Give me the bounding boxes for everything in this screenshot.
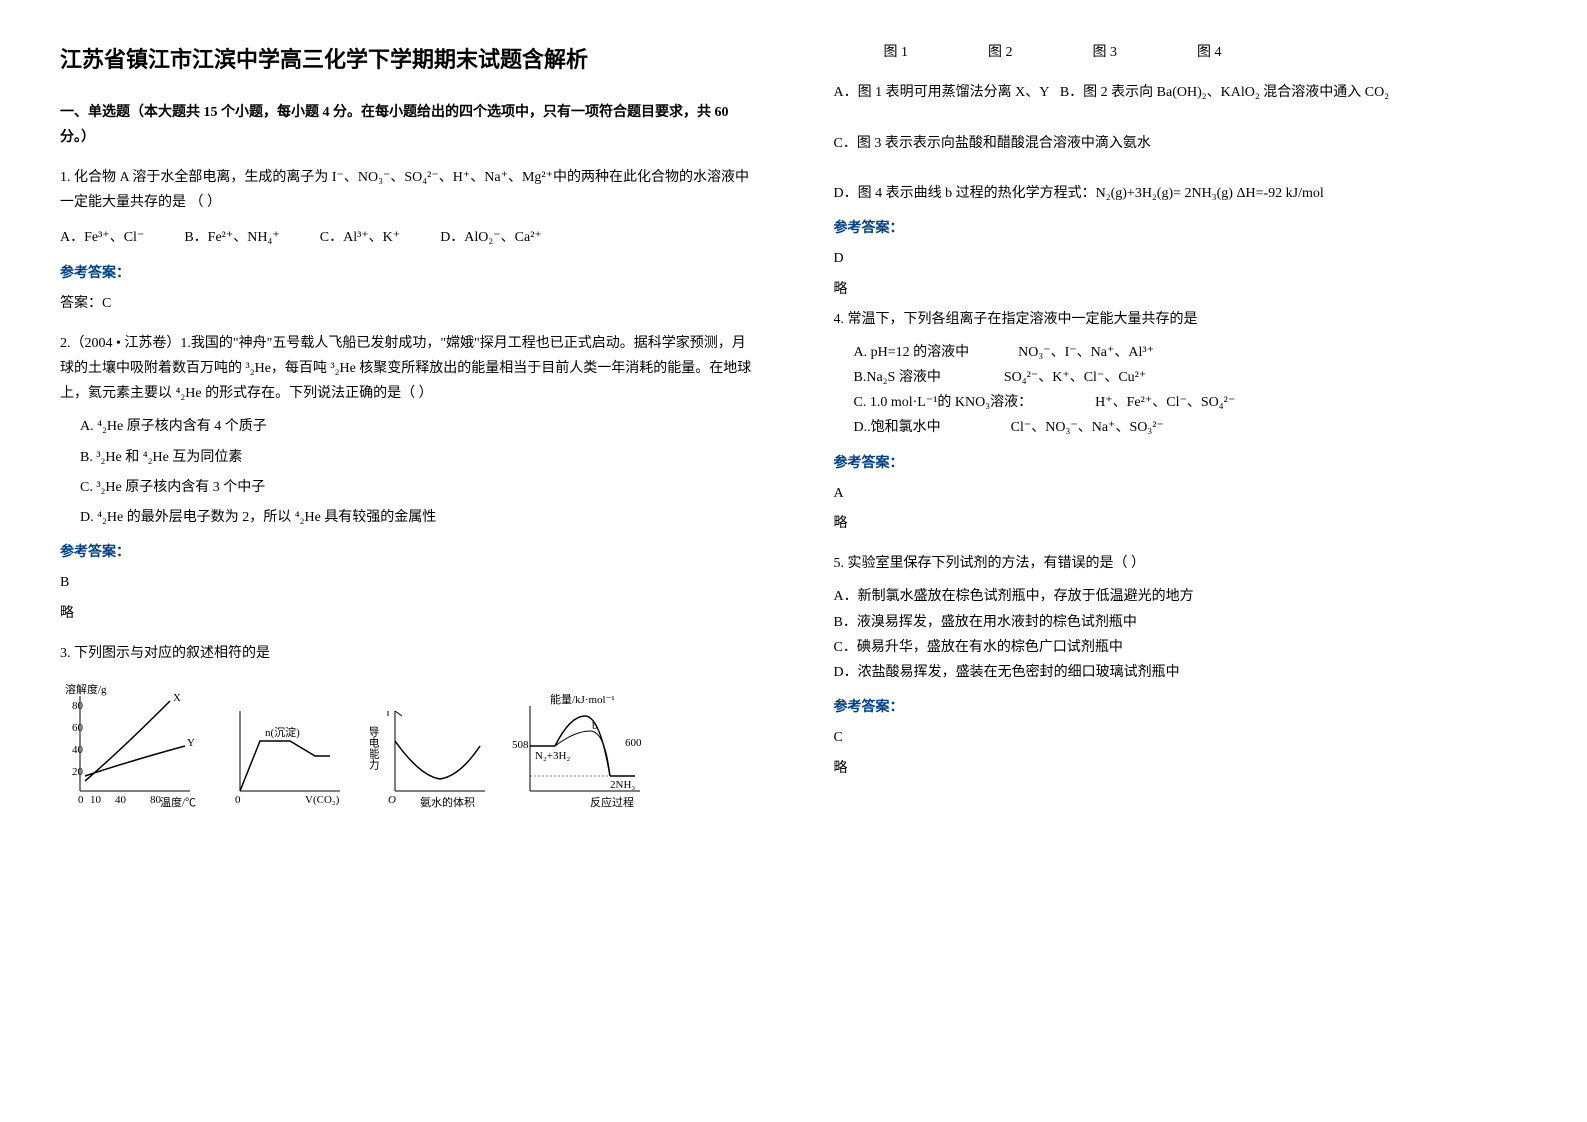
svg-text:40: 40 (115, 794, 127, 806)
svg-text:Y: Y (187, 737, 195, 749)
svg-text:氨水的体积: 氨水的体积 (420, 795, 475, 809)
q3-answer: D (834, 246, 1528, 271)
question-1: 1. 化合物 A 溶于水全部电离，生成的离子为 I⁻、NO₃⁻、SO₄²⁻、H⁺… (60, 165, 754, 316)
svg-text:0: 0 (78, 794, 84, 806)
fig4-label: 图 4 (1197, 40, 1222, 65)
svg-text:80: 80 (72, 700, 84, 712)
svg-text:反应过程: 反应过程 (590, 795, 634, 809)
diagram-1: 溶解度/g 80 60 40 20 X Y 0 10 40 80 温度/℃ (60, 681, 200, 811)
q1-options: A．Fe³⁺、Cl⁻ B．Fe²⁺、NH₄⁺ C．Al³⁺、K⁺ D．AlO₂⁻… (60, 225, 754, 250)
q1-answer-label: 参考答案： (60, 261, 754, 286)
q2-opt-c: C. ³₂He 原子核内含有 3 个中子 (80, 475, 754, 500)
svg-text:10: 10 (90, 794, 102, 806)
q2-text: 2.（2004 • 江苏卷）1.我国的"神舟"五号载人飞船已发射成功，"嫦娥"探… (60, 331, 754, 407)
svg-text:600: 600 (625, 737, 642, 749)
diagram-3: 导电能力 O 氨水的体积 (370, 701, 490, 811)
svg-text:b: b (592, 720, 598, 732)
q5-opt-a: A．新制氯水盛放在棕色试剂瓶中，存放于低温避光的地方 (834, 584, 1528, 609)
svg-text:508: 508 (512, 739, 529, 751)
q5-opt-d: D．浓盐酸易挥发，盛装在无色密封的细口玻璃试剂瓶中 (834, 660, 1528, 685)
q1-text: 1. 化合物 A 溶于水全部电离，生成的离子为 I⁻、NO₃⁻、SO₄²⁻、H⁺… (60, 165, 754, 215)
q5-opt-c: C．碘易升华，盛放在有水的棕色广口试剂瓶中 (834, 635, 1528, 660)
svg-text:导电能力: 导电能力 (370, 726, 380, 770)
q1-opt-d: D．AlO₂⁻、Ca²⁺ (440, 225, 542, 250)
q1-opt-c: C．Al³⁺、K⁺ (320, 225, 400, 250)
q5-note: 略 (834, 756, 1528, 781)
fig1-label: 图 1 (884, 40, 909, 65)
svg-text:2NH₃: 2NH₃ (610, 779, 635, 791)
fig2-label: 图 2 (988, 40, 1013, 65)
q4-opt-c: C. 1.0 mol·L⁻¹的 KNO₃溶液： H⁺、Fe²⁺、Cl⁻、SO₄²… (854, 390, 1528, 415)
question-3: 3. 下列图示与对应的叙述相符的是 溶解度/g 80 60 40 20 X Y … (60, 641, 754, 811)
question-2: 2.（2004 • 江苏卷）1.我国的"神舟"五号载人飞船已发射成功，"嫦娥"探… (60, 331, 754, 626)
page-title: 江苏省镇江市江滨中学高三化学下学期期末试题含解析 (60, 40, 754, 80)
q3-answer-label: 参考答案： (834, 216, 1528, 241)
q4-opt-b: B.Na₂S 溶液中 SO₄²⁻、K⁺、Cl⁻、Cu²⁺ (854, 365, 1528, 390)
q4-answer: A (834, 481, 1528, 506)
q4-opt-a: A. pH=12 的溶液中 NO₃⁻、I⁻、Na⁺、Al³⁺ (854, 340, 1528, 365)
q2-answer: B (60, 570, 754, 595)
q5-text: 5. 实验室里保存下列试剂的方法，有错误的是（ ） (834, 551, 1528, 576)
diagram-4: 能量/kJ·mol⁻¹ 508 600 b N₂+3H₂ 2NH₃ 反应过程 (510, 691, 650, 811)
svg-text:n(沉淀): n(沉淀) (265, 725, 300, 739)
svg-text:X: X (173, 692, 181, 704)
q2-opt-d: D. ⁴₂He 的最外层电子数为 2，所以 ⁴₂He 具有较强的金属性 (80, 505, 754, 530)
q3-opt-c: C．图 3 表示表示向盐酸和醋酸混合溶液中滴入氨水 (834, 131, 1528, 156)
q4-answer-label: 参考答案： (834, 451, 1528, 476)
question-4: 4. 常温下，下列各组离子在指定溶液中一定能大量共存的是 A. pH=12 的溶… (834, 307, 1528, 537)
svg-text:O: O (388, 794, 396, 806)
left-column: 江苏省镇江市江滨中学高三化学下学期期末试题含解析 一、单选题（本大题共 15 个… (60, 40, 754, 826)
svg-text:V(CO₂): V(CO₂) (305, 794, 340, 806)
figure-labels: 图 1 图 2 图 3 图 4 (834, 40, 1528, 65)
q5-answer-label: 参考答案： (834, 695, 1528, 720)
q3-text: 3. 下列图示与对应的叙述相符的是 (60, 641, 754, 666)
q1-opt-a: A．Fe³⁺、Cl⁻ (60, 225, 144, 250)
svg-text:20: 20 (72, 766, 84, 778)
q5-answer: C (834, 725, 1528, 750)
q2-opt-b: B. ³₂He 和 ⁴₂He 互为同位素 (80, 445, 754, 470)
diagram-2: n(沉淀) 0 V(CO₂) (220, 701, 350, 811)
q2-note: 略 (60, 601, 754, 626)
svg-text:60: 60 (72, 722, 84, 734)
svg-text:40: 40 (72, 744, 84, 756)
q4-opt-d: D..饱和氯水中 Cl⁻、NO₃⁻、Na⁺、SO₃²⁻ (854, 415, 1528, 440)
q2-answer-label: 参考答案： (60, 540, 754, 565)
svg-text:温度/℃: 温度/℃ (160, 795, 196, 809)
q4-note: 略 (834, 511, 1528, 536)
q5-opt-b: B．液溴易挥发，盛放在用水液封的棕色试剂瓶中 (834, 610, 1528, 635)
q3-note: 略 (834, 277, 1528, 302)
q3-opt-d: D．图 4 表示曲线 b 过程的热化学方程式：N₂(g)+3H₂(g)= 2NH… (834, 181, 1528, 206)
svg-text:能量/kJ·mol⁻¹: 能量/kJ·mol⁻¹ (550, 692, 615, 706)
fig3-label: 图 3 (1093, 40, 1118, 65)
d1-ylabel: 溶解度/g (65, 682, 107, 696)
section-header: 一、单选题（本大题共 15 个小题，每小题 4 分。在每小题给出的四个选项中，只… (60, 100, 754, 150)
svg-text:N₂+3H₂: N₂+3H₂ (535, 750, 570, 762)
q3-opt-a: A．图 1 表明可用蒸馏法分离 X、Y B．图 2 表示向 Ba(OH)₂、KA… (834, 80, 1528, 105)
q4-text: 4. 常温下，下列各组离子在指定溶液中一定能大量共存的是 (834, 307, 1528, 332)
q1-answer: 答案：C (60, 291, 754, 316)
q2-opt-a: A. ⁴₂He 原子核内含有 4 个质子 (80, 414, 754, 439)
svg-text:0: 0 (235, 794, 241, 806)
q1-opt-b: B．Fe²⁺、NH₄⁺ (184, 225, 279, 250)
q3-diagrams: 溶解度/g 80 60 40 20 X Y 0 10 40 80 温度/℃ (60, 681, 754, 811)
question-5: 5. 实验室里保存下列试剂的方法，有错误的是（ ） A．新制氯水盛放在棕色试剂瓶… (834, 551, 1528, 781)
right-column: 图 1 图 2 图 3 图 4 A．图 1 表明可用蒸馏法分离 X、Y B．图 … (834, 40, 1528, 826)
